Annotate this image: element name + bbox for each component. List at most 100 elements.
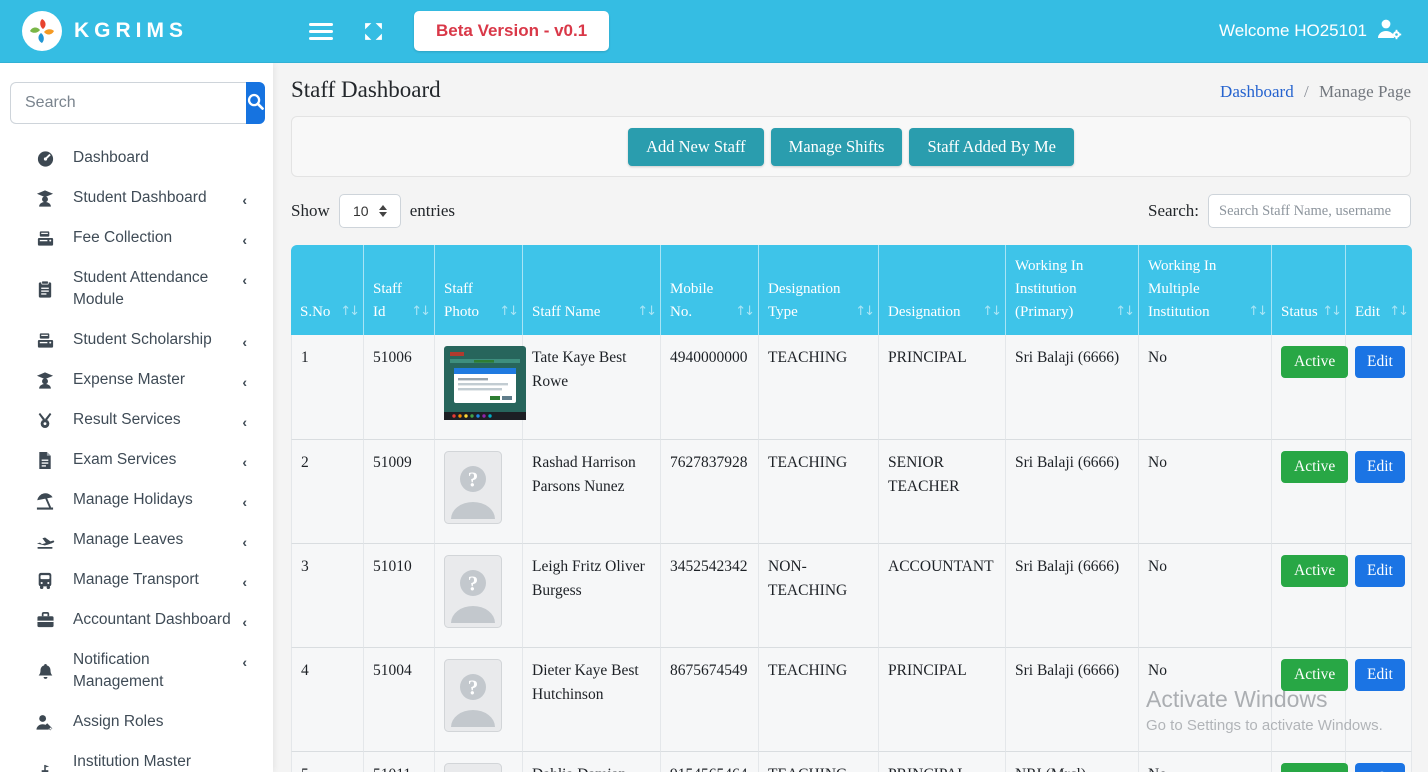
institution-primary-cell: Sri Balaji (6666) [1006, 544, 1139, 648]
designation-type-cell: TEACHING [759, 335, 879, 440]
edit-button[interactable]: Edit [1355, 659, 1405, 691]
hamburger-menu-icon[interactable] [309, 19, 333, 44]
column-header-staff-photo[interactable]: Staff Photo↑↓ [435, 245, 523, 335]
sidebar-item-fee-collection[interactable]: Fee Collection‹ [0, 218, 273, 258]
sidebar-item-manage-leaves[interactable]: Manage Leaves‹ [0, 520, 273, 560]
sidebar-item-manage-holidays[interactable]: Manage Holidays‹ [0, 480, 273, 520]
chevron-left-icon: ‹ [242, 374, 247, 390]
sidebar-item-label: Assign Roles [73, 711, 243, 733]
chevron-left-icon: ‹ [242, 192, 247, 208]
user-roles-icon [34, 713, 56, 732]
sidebar-item-dashboard[interactable]: Dashboard [0, 138, 273, 178]
sidebar-item-accountant-dashboard[interactable]: Accountant Dashboard‹ [0, 600, 273, 640]
sidebar-item-student-dashboard[interactable]: Student Dashboard‹ [0, 178, 273, 218]
designation-cell: PRINCIPAL [879, 752, 1006, 772]
table-search-input[interactable] [1208, 194, 1411, 228]
fullscreen-expand-icon[interactable] [363, 21, 384, 42]
sort-arrows-icon[interactable]: ↑↓ [1248, 300, 1266, 323]
sort-arrows-icon[interactable]: ↑↓ [1389, 300, 1407, 323]
welcome-text: Welcome HO25101 [1219, 21, 1367, 41]
sort-arrows-icon[interactable]: ↑↓ [411, 300, 429, 323]
staff-id-cell: 51006 [364, 335, 435, 440]
status-active-button[interactable]: Active [1281, 346, 1348, 378]
sno-cell: 1 [291, 335, 364, 440]
institution-primary-cell: Sri Balaji (6666) [1006, 335, 1139, 440]
top-navbar: KGRIMS Beta Version - v0.1 Welcome HO251… [0, 0, 1428, 63]
column-header-s-no[interactable]: S.No↑↓ [291, 245, 364, 335]
sidebar-item-label: Institution Master Dashboard [73, 751, 243, 772]
sort-arrows-icon[interactable]: ↑↓ [340, 300, 358, 323]
sidebar-item-notification-management[interactable]: Notification Management‹ [0, 640, 273, 702]
edit-button[interactable]: Edit [1355, 763, 1405, 772]
column-header-working-in-multiple-institution[interactable]: Working In Multiple Institution↑↓ [1139, 245, 1272, 335]
brand[interactable]: KGRIMS [0, 11, 273, 51]
briefcase-icon [34, 611, 56, 629]
sidebar-item-label: Accountant Dashboard [73, 609, 243, 631]
sidebar-item-student-scholarship[interactable]: Student Scholarship‹ [0, 320, 273, 360]
medal-icon [34, 411, 56, 430]
status-active-button[interactable]: Active [1281, 659, 1348, 691]
manage-shifts-button[interactable]: Manage Shifts [771, 128, 903, 166]
beta-version-button[interactable]: Beta Version - v0.1 [414, 11, 609, 51]
edit-button[interactable]: Edit [1355, 346, 1405, 378]
sidebar-search-input[interactable] [10, 82, 246, 124]
sort-arrows-icon[interactable]: ↑↓ [637, 300, 655, 323]
sidebar-item-assign-roles[interactable]: Assign Roles [0, 702, 273, 742]
status-active-button[interactable]: Active [1281, 451, 1348, 483]
edit-cell: Edit [1346, 544, 1412, 648]
table-search-label: Search: [1148, 201, 1199, 221]
column-header-edit[interactable]: Edit↑↓ [1346, 245, 1412, 335]
sidebar-item-manage-transport[interactable]: Manage Transport‹ [0, 560, 273, 600]
add-new-staff-button[interactable]: Add New Staff [628, 128, 764, 166]
avatar-placeholder-icon[interactable]: ? [444, 719, 502, 736]
sidebar-menu: DashboardStudent Dashboard‹Fee Collectio… [0, 138, 273, 772]
sort-arrows-icon[interactable]: ↑↓ [982, 300, 1000, 323]
sidebar-item-expense-master[interactable]: Expense Master‹ [0, 360, 273, 400]
sidebar-item-student-attendance-module[interactable]: Student Attendance Module‹ [0, 258, 273, 320]
staff-photo-thumbnail[interactable] [444, 407, 526, 424]
sidebar-search-button[interactable] [246, 82, 265, 124]
staff-photo-cell: ? [435, 648, 523, 752]
page-size-select[interactable]: 10 [339, 194, 401, 228]
sort-arrows-icon[interactable]: ↑↓ [499, 300, 517, 323]
sidebar-item-result-services[interactable]: Result Services‹ [0, 400, 273, 440]
staff-added-by-me-button[interactable]: Staff Added By Me [909, 128, 1073, 166]
avatar-placeholder-icon[interactable]: ? [444, 511, 502, 528]
edit-button[interactable]: Edit [1355, 451, 1405, 483]
sno-cell: 2 [291, 440, 364, 544]
sidebar-item-label: Student Dashboard [73, 187, 243, 209]
multiple-institution-cell: No [1139, 544, 1272, 648]
column-label: Staff Name [532, 304, 600, 320]
sidebar-item-exam-services[interactable]: Exam Services‹ [0, 440, 273, 480]
action-button-panel: Add New StaffManage ShiftsStaff Added By… [291, 116, 1411, 177]
column-header-status[interactable]: Status↑↓ [1272, 245, 1346, 335]
edit-button[interactable]: Edit [1355, 555, 1405, 587]
student-icon [34, 189, 56, 208]
column-header-working-in-institution-primary[interactable]: Working In Institution (Primary)↑↓ [1006, 245, 1139, 335]
avatar-placeholder-icon[interactable]: ? [444, 615, 502, 632]
column-header-designation-type[interactable]: Designation Type↑↓ [759, 245, 879, 335]
select-updown-icon [379, 205, 387, 217]
staff-name-cell: Dahlia Damian Long Chan [523, 752, 661, 772]
column-header-mobile-no[interactable]: Mobile No.↑↓ [661, 245, 759, 335]
svg-text:?: ? [468, 676, 479, 700]
chevron-left-icon: ‹ [242, 232, 247, 248]
sort-arrows-icon[interactable]: ↑↓ [735, 300, 753, 323]
clipboard-icon [34, 280, 56, 299]
staff-table: S.No↑↓Staff Id↑↓Staff Photo↑↓ Staff Name ↑… [291, 245, 1412, 772]
table-search-control: Search: [1148, 194, 1411, 228]
sort-arrows-icon[interactable]: ↑↓ [1322, 300, 1340, 323]
status-active-button[interactable]: Active [1281, 555, 1348, 587]
column-header-staff-name[interactable]: Staff Name ↑↓ [523, 245, 661, 335]
sort-arrows-icon[interactable]: ↑↓ [1115, 300, 1133, 323]
column-header-staff-id[interactable]: Staff Id↑↓ [364, 245, 435, 335]
sidebar-item-institution-master-dashboard[interactable]: Institution Master Dashboard [0, 742, 273, 772]
column-header-designation[interactable]: Designation↑↓ [879, 245, 1006, 335]
sort-arrows-icon[interactable]: ↑↓ [855, 300, 873, 323]
student-icon [34, 371, 56, 390]
welcome-user-menu[interactable]: Welcome HO25101 [1219, 18, 1428, 45]
status-active-button[interactable]: Active [1281, 763, 1348, 772]
breadcrumb-dashboard-link[interactable]: Dashboard [1220, 82, 1294, 101]
bell-icon [34, 662, 56, 681]
staff-name-cell: Leigh Fritz Oliver Burgess [523, 544, 661, 648]
